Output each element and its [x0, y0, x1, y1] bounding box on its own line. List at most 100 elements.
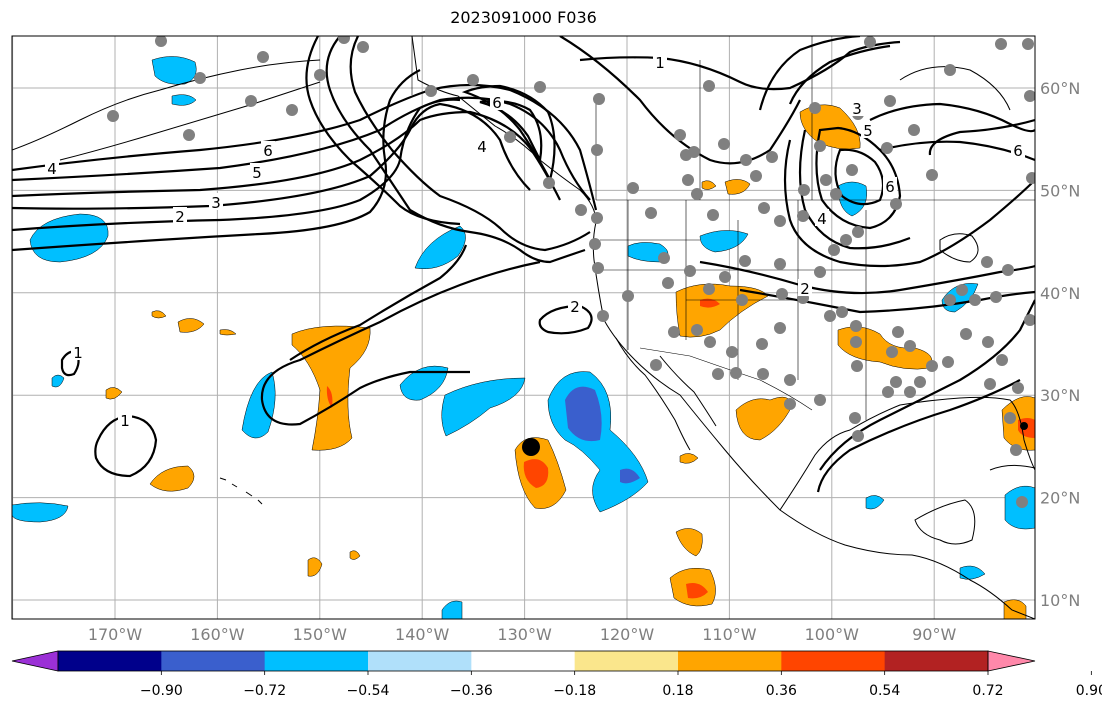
station-marker: [969, 294, 981, 306]
contour-line: [538, 304, 593, 335]
station-marker: [357, 41, 369, 53]
contour-line: [305, 36, 461, 226]
station-marker: [820, 174, 832, 186]
shade-region: [700, 298, 720, 308]
colorbar-extend-high: [987, 650, 1036, 672]
station-marker: [776, 288, 788, 300]
station-marker: [591, 212, 603, 224]
shade-region: [349, 550, 361, 560]
storm-center-marker: [1020, 422, 1028, 430]
station-marker: [890, 376, 902, 388]
shade-region: [291, 325, 371, 451]
shade-region: [701, 180, 717, 190]
station-marker: [194, 72, 206, 84]
contour-line: [325, 36, 586, 264]
station-marker: [1010, 444, 1022, 456]
station-marker: [814, 394, 826, 406]
longitude-tick-label: 140°W: [395, 625, 450, 644]
contour-label: 6: [885, 178, 895, 196]
station-marker: [904, 386, 916, 398]
station-marker: [784, 374, 796, 386]
latitude-ticks: 60°N 50°N 40°N 30°N 20°N 10°N: [1040, 79, 1080, 610]
hawaii-islands: [219, 477, 263, 505]
shade-region: [1003, 599, 1027, 619]
station-marker: [882, 386, 894, 398]
station-marker: [758, 202, 770, 214]
colorbar-extend-low: [11, 650, 59, 672]
gulf-coast: [779, 396, 1035, 511]
contour-label: 6: [263, 142, 273, 160]
shade-region: [12, 502, 69, 523]
shade-region: [675, 528, 703, 557]
us-mexico-border: [639, 347, 813, 411]
colorbar-segment: [58, 651, 162, 671]
station-marker: [688, 146, 700, 158]
latitude-tick-label: 20°N: [1040, 489, 1080, 508]
station-marker: [314, 69, 326, 81]
station-marker: [797, 210, 809, 222]
station-marker: [543, 177, 555, 189]
shade-region: [837, 326, 933, 370]
station-marker: [824, 310, 836, 322]
shade-region: [865, 495, 885, 510]
contour-line: [798, 129, 911, 250]
longitude-tick-label: 160°W: [190, 625, 245, 644]
contour-line: [12, 110, 561, 201]
aleutian-arc: [59, 81, 321, 161]
latitude-tick-label: 30°N: [1040, 386, 1080, 405]
colorbar-tick-label: 0.54: [869, 683, 900, 699]
contour-label-bg: [45, 159, 59, 176]
station-marker: [846, 164, 858, 176]
station-marker: [757, 368, 769, 380]
station-marker: [851, 360, 863, 372]
contour-label-bg: [250, 163, 264, 180]
station-marker: [849, 412, 861, 424]
contour-line: [289, 244, 468, 361]
station-marker: [996, 354, 1008, 366]
station-marker: [691, 188, 703, 200]
shade-region: [399, 365, 449, 401]
contour-line: [349, 36, 591, 252]
station-marker: [718, 138, 730, 150]
station-marker: [650, 359, 662, 371]
station-marker: [814, 266, 826, 278]
station-marker: [852, 430, 864, 442]
station-marker: [245, 95, 257, 107]
station-marker: [981, 256, 993, 268]
contour-line: [12, 98, 461, 232]
latitude-tick-label: 40°N: [1040, 284, 1080, 303]
station-marker: [828, 244, 840, 256]
station-marker: [712, 368, 724, 380]
shade-region: [414, 225, 466, 269]
station-markers: [107, 36, 1035, 508]
contour-label: 3: [852, 100, 862, 118]
station-marker: [774, 258, 786, 270]
station-marker: [597, 310, 609, 322]
north-america-west-coast: [411, 36, 1035, 619]
contour-label-bg: [209, 193, 223, 210]
station-marker: [740, 154, 752, 166]
contour-label: 2: [175, 208, 185, 226]
station-marker: [798, 184, 810, 196]
station-marker: [684, 265, 696, 277]
station-marker: [1026, 172, 1035, 184]
station-marker: [890, 198, 902, 210]
map-frame: [11, 35, 1036, 620]
station-marker: [691, 324, 703, 336]
station-marker: [704, 336, 716, 348]
station-marker: [1004, 412, 1016, 424]
contour-label: 6: [492, 94, 502, 112]
station-marker: [984, 378, 996, 390]
station-marker: [589, 238, 601, 250]
storm-center-marker: [522, 438, 540, 456]
contour-label-bg: [568, 297, 582, 314]
station-marker: [750, 170, 762, 182]
shade-region: [105, 387, 123, 400]
station-marker: [814, 140, 826, 152]
station-marker: [990, 291, 1002, 303]
station-marker: [892, 326, 904, 338]
station-marker: [534, 81, 546, 93]
contour-line: [12, 69, 421, 252]
contour-line: [579, 40, 901, 91]
